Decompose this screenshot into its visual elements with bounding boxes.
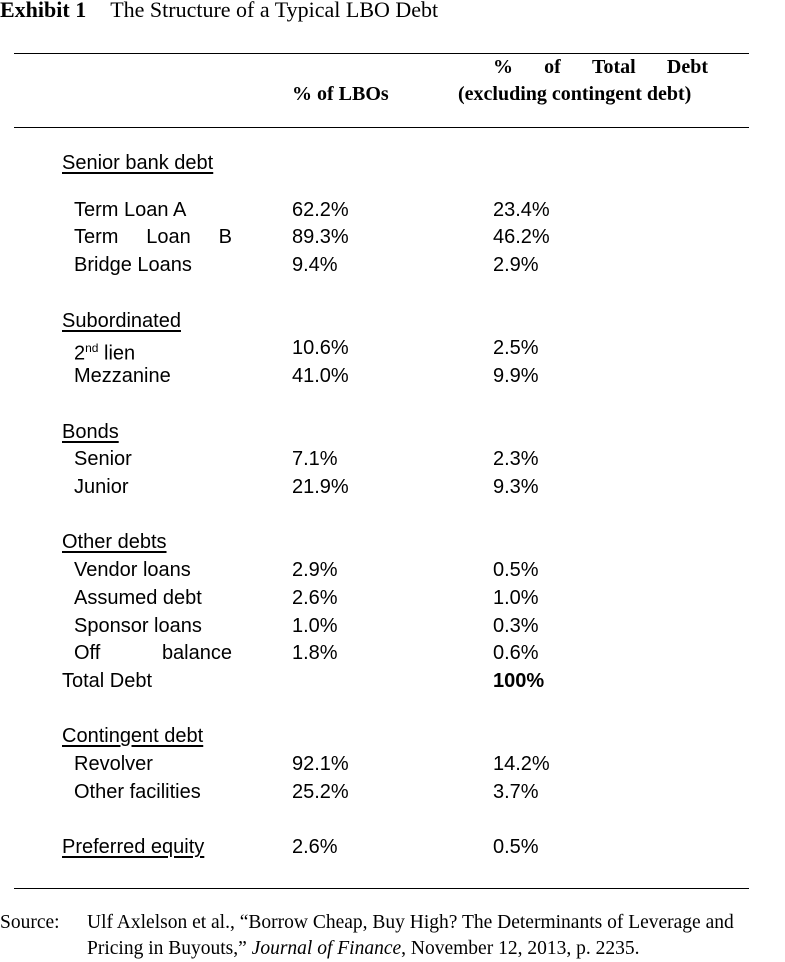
pct-lbos-cell: 62.2% (292, 199, 349, 221)
header-rule-left (14, 127, 244, 128)
pct-total-debt-cell: 2.3% (493, 448, 539, 470)
top-rule-right (244, 53, 749, 54)
source-label: Source: (0, 912, 60, 933)
table-row: Other facilities 25.2% 3.7% (0, 779, 785, 805)
row-label: Total Debt (62, 670, 153, 692)
table-row: 2nd lien 10.6% 2.5% (0, 335, 785, 365)
table-row: Revolver 92.1% 14.2% (0, 751, 785, 777)
pct-total-debt-cell: 9.9% (493, 365, 539, 387)
pct-total-debt-cell: 23.4% (493, 199, 550, 221)
top-rule-left (14, 53, 244, 54)
pct-total-debt-cell: 14.2% (493, 753, 550, 775)
section-row: Bonds (0, 419, 785, 445)
pct-lbos-cell: 10.6% (292, 337, 349, 359)
section-heading: Bonds (62, 421, 119, 443)
row-label: Term Loan A (74, 199, 187, 221)
row-label: Assumed debt (74, 587, 202, 609)
col-header-excluding-contingent: (excluding contingent debt) (458, 83, 692, 105)
pct-lbos-cell: 41.0% (292, 365, 349, 387)
exhibit-label: Exhibit 1 (0, 0, 87, 22)
col-header-word: Total (591, 56, 636, 78)
section-row: Preferred equity 2.6% 0.5% (0, 834, 785, 860)
exhibit-title: Exhibit 1 The Structure of a Typical LBO … (0, 0, 438, 23)
pct-lbos-cell: 2.6% (292, 587, 338, 609)
pct-lbos-cell: 89.3% (292, 226, 349, 248)
pct-lbos-cell: 1.0% (292, 615, 338, 637)
row-label: Vendor loans (74, 559, 191, 581)
row-label: Other facilities (74, 781, 201, 803)
col-header-pct-total-debt: % of Total Debt (493, 56, 708, 79)
section-heading: Contingent debt (62, 725, 204, 747)
pct-total-debt-cell: 0.3% (493, 615, 539, 637)
row-label-word: Off (74, 642, 101, 664)
pct-lbos-cell: 21.9% (292, 476, 349, 498)
section-row: Other debts (0, 529, 785, 555)
pct-total-debt-cell: 0.5% (493, 559, 539, 581)
row-label: Revolver (74, 753, 153, 775)
row-label: Off balance (74, 640, 232, 666)
table-row: Assumed debt 2.6% 1.0% (0, 585, 785, 611)
total-row: Total Debt 100% (0, 668, 785, 694)
pct-lbos-cell: 7.1% (292, 448, 338, 470)
col-header-word: % (493, 56, 513, 78)
pct-total-debt-cell: 9.3% (493, 476, 539, 498)
section-heading: Senior bank debt (62, 152, 214, 174)
row-label-word: Term (74, 226, 119, 248)
table-row: Term Loan A 62.2% 23.4% (0, 197, 785, 223)
pct-total-debt-cell: 46.2% (493, 226, 550, 248)
pct-total-debt-cell: 0.5% (493, 836, 539, 858)
pct-total-debt-cell: 1.0% (493, 587, 539, 609)
table-row: Senior 7.1% 2.3% (0, 446, 785, 472)
row-label: Sponsor loans (74, 615, 202, 637)
bottom-rule-right (244, 888, 749, 889)
table-row: Off balance 1.8% 0.6% (0, 640, 785, 666)
row-label: Bridge Loans (74, 254, 192, 276)
table-row: Bridge Loans 9.4% 2.9% (0, 252, 785, 278)
row-label-rest: lien (98, 342, 136, 365)
row-label: Term Loan B (74, 224, 232, 250)
table-row: Vendor loans 2.9% 0.5% (0, 557, 785, 583)
header-rule-right (244, 127, 749, 128)
section-row: Contingent debt (0, 723, 785, 749)
row-label-word: B (218, 226, 232, 248)
row-label: Junior (74, 476, 129, 498)
row-label-base: 2 (74, 342, 86, 365)
pct-total-debt-cell: 100% (493, 670, 545, 692)
section-heading: Preferred equity (62, 836, 205, 858)
pct-lbos-cell: 92.1% (292, 753, 349, 775)
pct-lbos-cell: 9.4% (292, 254, 338, 276)
row-label-superscript: nd (85, 341, 99, 355)
pct-lbos-cell: 1.8% (292, 642, 338, 664)
pct-lbos-cell: 25.2% (292, 781, 349, 803)
source-journal: Journal of Finance (251, 938, 402, 959)
col-header-pct-lbos: % of LBOs (292, 83, 389, 105)
section-row: Senior bank debt (0, 150, 785, 176)
row-label-word: balance (161, 642, 232, 664)
source-citation: Ulf Axlelson et al., “Borrow Cheap, Buy … (87, 910, 785, 962)
source-text-before: Ulf Axlelson et al., “Borrow Cheap, Buy … (87, 912, 734, 959)
pct-total-debt-cell: 2.9% (493, 254, 539, 276)
row-label: Senior (74, 448, 132, 470)
pct-lbos-cell: 2.6% (292, 836, 338, 858)
pct-total-debt-cell: 0.6% (493, 642, 539, 664)
section-row: Subordinated (0, 308, 785, 334)
source-text-after: , November 12, 2013, p. 2235. (401, 938, 640, 959)
section-heading: Other debts (62, 531, 167, 553)
col-header-word: of (544, 56, 561, 78)
pct-lbos-cell: 2.9% (292, 559, 338, 581)
table-row: Term Loan B 89.3% 46.2% (0, 224, 785, 250)
col-header-word: Debt (666, 56, 708, 78)
exhibit-title-text: The Structure of a Typical LBO Debt (110, 0, 439, 22)
pct-total-debt-cell: 3.7% (493, 781, 539, 803)
bottom-rule-left (14, 888, 244, 889)
table-row: Junior 21.9% 9.3% (0, 474, 785, 500)
table-row: Mezzanine 41.0% 9.9% (0, 363, 785, 389)
pct-total-debt-cell: 2.5% (493, 337, 539, 359)
row-label: 2nd lien (74, 335, 135, 367)
table-row: Sponsor loans 1.0% 0.3% (0, 613, 785, 639)
row-label: Mezzanine (74, 365, 171, 387)
section-heading: Subordinated (62, 310, 181, 332)
row-label-word: Loan (146, 226, 191, 248)
